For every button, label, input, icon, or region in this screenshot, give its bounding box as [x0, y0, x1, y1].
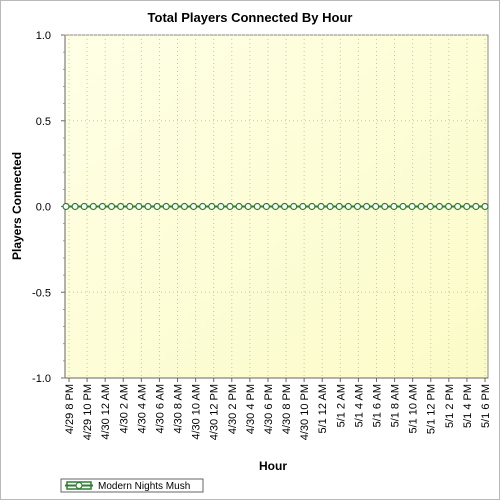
data-point [189, 202, 198, 211]
data-point [89, 202, 97, 211]
data-point [454, 202, 462, 211]
x-axis: 4/29 8 PM 4/29 10 PM 4/30 12 AM 4/30 2 AM 4/… [64, 377, 492, 440]
data-point [208, 202, 216, 211]
data-point [290, 202, 298, 211]
data-point [426, 202, 434, 211]
y-tick-label: -0.5 [32, 287, 51, 299]
x-tick-label: 5/1 6 PM [480, 384, 492, 428]
data-point [135, 202, 143, 211]
data-point [308, 202, 316, 211]
data-point [326, 202, 334, 211]
y-axis-label: Players Connected [10, 152, 24, 260]
y-tick-label: 0.0 [36, 202, 51, 214]
data-point [80, 202, 88, 211]
x-tick-label: 5/1 2 PM [444, 384, 456, 428]
y-tick-label: 1.0 [36, 30, 51, 42]
data-point [372, 202, 380, 211]
data-point [98, 202, 107, 211]
data-point [344, 202, 352, 211]
data-point [417, 202, 425, 211]
x-tick-label: 5/1 12 PM [426, 384, 438, 434]
data-point [481, 202, 489, 211]
x-tick-label: 4/30 2 AM [118, 384, 130, 434]
x-tick-label: 4/30 4 AM [136, 384, 148, 434]
legend: Modern Nights Mush [60, 478, 204, 493]
x-tick-label: 5/1 6 AM [371, 384, 383, 427]
data-point [199, 202, 207, 211]
data-point [117, 202, 125, 211]
data-point [253, 202, 261, 211]
legend-series-marker [75, 481, 83, 490]
data-point [107, 202, 116, 211]
x-tick-label: 5/1 4 PM [462, 384, 474, 428]
data-point [126, 202, 134, 211]
x-axis-label: Hour [259, 459, 287, 473]
x-tick-label: 5/1 8 AM [390, 384, 402, 427]
data-point [262, 202, 270, 211]
data-point [399, 202, 407, 211]
x-tick-label: 4/30 6 AM [154, 384, 166, 434]
data-point [435, 202, 444, 211]
data-point [226, 202, 234, 211]
data-point [463, 202, 471, 211]
data-point [244, 202, 252, 211]
chart-title: Total Players Connected By Hour [148, 10, 353, 25]
data-point [444, 202, 453, 211]
data-point [271, 202, 280, 211]
data-point [281, 202, 289, 211]
x-tick-label: 5/1 10 AM [408, 384, 420, 434]
y-tick-label: -1.0 [32, 373, 51, 385]
data-point [299, 202, 307, 211]
data-point [144, 202, 152, 211]
series-layer [62, 202, 489, 211]
x-tick-label: 5/1 2 AM [335, 384, 347, 427]
data-point [235, 202, 243, 211]
x-tick-label: 4/29 8 PM [64, 384, 76, 434]
x-tick-label: 4/30 8 PM [281, 384, 293, 434]
x-tick-label: 4/30 2 PM [227, 384, 239, 434]
x-tick-label: 4/30 6 PM [263, 384, 275, 434]
x-tick-label: 4/30 12 PM [209, 384, 221, 440]
data-point [180, 202, 189, 211]
legend-box [60, 478, 204, 493]
x-tick-label: 4/30 8 AM [173, 384, 185, 434]
x-tick-label: 4/30 4 PM [245, 384, 257, 434]
legend-series-label: Modern Nights Mush [98, 481, 190, 492]
x-tick-label: 4/30 10 AM [191, 384, 203, 440]
data-point [390, 202, 398, 211]
data-point [335, 202, 343, 211]
y-axis: 1.0 0.5 0.0 -0.5 -1.0 [32, 30, 66, 385]
data-point [317, 202, 325, 211]
x-tick-label: 4/30 12 AM [100, 384, 112, 440]
data-point [171, 202, 179, 211]
y-tick-label: 0.5 [36, 116, 51, 128]
data-point [153, 202, 161, 211]
x-tick-label: 4/30 10 PM [299, 384, 311, 440]
data-point [362, 202, 371, 211]
x-tick-label: 4/29 10 PM [82, 384, 94, 440]
x-tick-label: 5/1 12 AM [317, 384, 329, 434]
data-point [217, 202, 225, 211]
data-point [408, 202, 416, 211]
data-point [162, 202, 170, 211]
data-point [71, 202, 79, 211]
data-point [62, 202, 70, 211]
data-point [472, 202, 480, 211]
x-tick-label: 5/1 4 AM [353, 384, 365, 427]
data-point [353, 202, 362, 211]
data-point [381, 202, 389, 211]
